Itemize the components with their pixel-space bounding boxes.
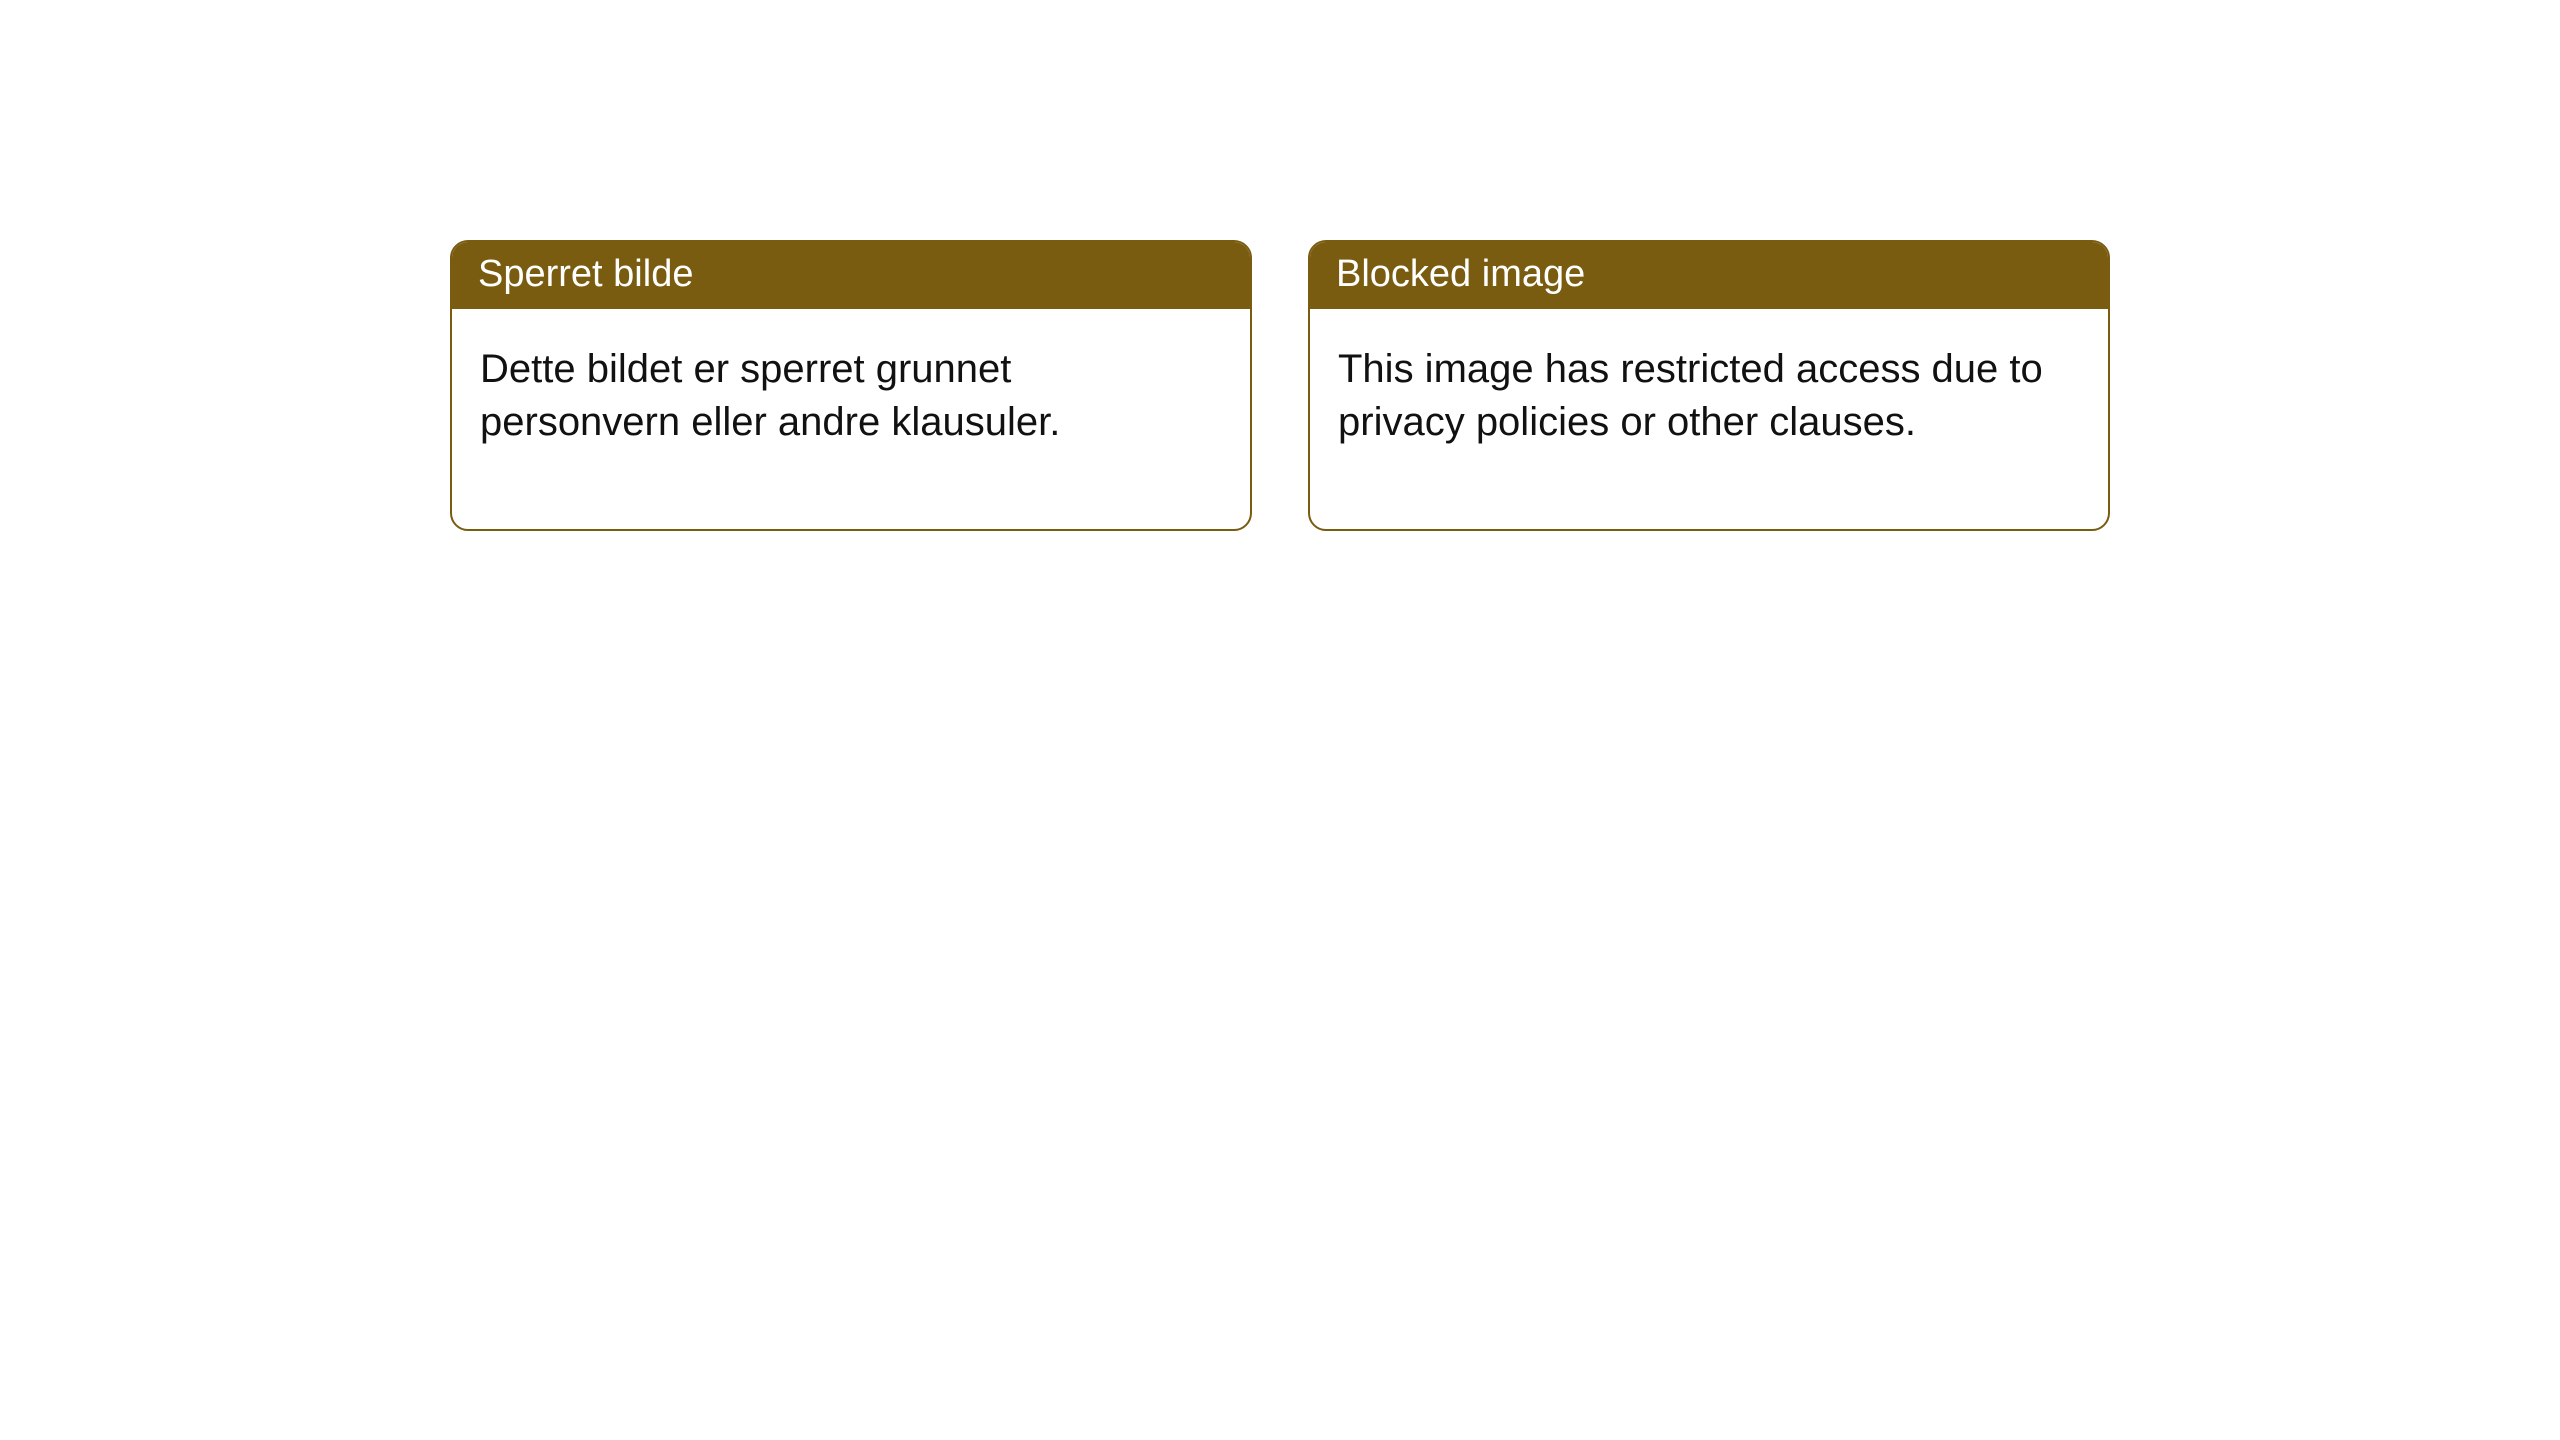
notice-body-norwegian: Dette bildet er sperret grunnet personve…	[452, 309, 1250, 529]
notice-container: Sperret bilde Dette bildet er sperret gr…	[450, 240, 2110, 531]
notice-card-norwegian: Sperret bilde Dette bildet er sperret gr…	[450, 240, 1252, 531]
notice-body-english: This image has restricted access due to …	[1310, 309, 2108, 529]
notice-card-english: Blocked image This image has restricted …	[1308, 240, 2110, 531]
notice-title-norwegian: Sperret bilde	[452, 242, 1250, 309]
notice-title-english: Blocked image	[1310, 242, 2108, 309]
